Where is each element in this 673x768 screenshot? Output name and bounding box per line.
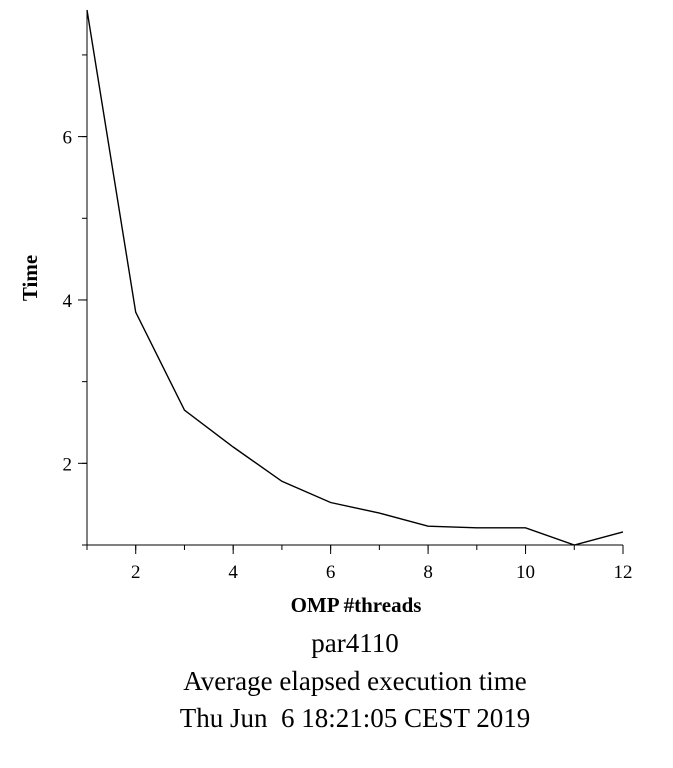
y-tick-label: 6 [63,128,73,149]
caption-timestamp: Thu Jun 6 18:21:05 CEST 2019 [0,703,673,734]
x-tick-label: 4 [228,562,238,583]
x-tick-label: 12 [614,562,633,583]
ticks: 2 4 6 8 10 12 2 4 6 [63,55,633,583]
axes [87,10,623,545]
caption-machine: par4110 [0,628,673,659]
y-tick-label: 2 [63,454,73,475]
y-axis-label: Time [18,255,42,301]
y-tick-label: 4 [63,291,73,312]
x-tick-label: 6 [326,562,336,583]
caption-description: Average elapsed execution time [0,666,673,697]
x-tick-label: 10 [516,562,535,583]
series-line [87,10,623,545]
series-lines [87,10,623,545]
x-tick-label: 8 [423,562,433,583]
x-tick-label: 2 [131,562,141,583]
x-axis-label: OMP #threads [291,593,422,617]
